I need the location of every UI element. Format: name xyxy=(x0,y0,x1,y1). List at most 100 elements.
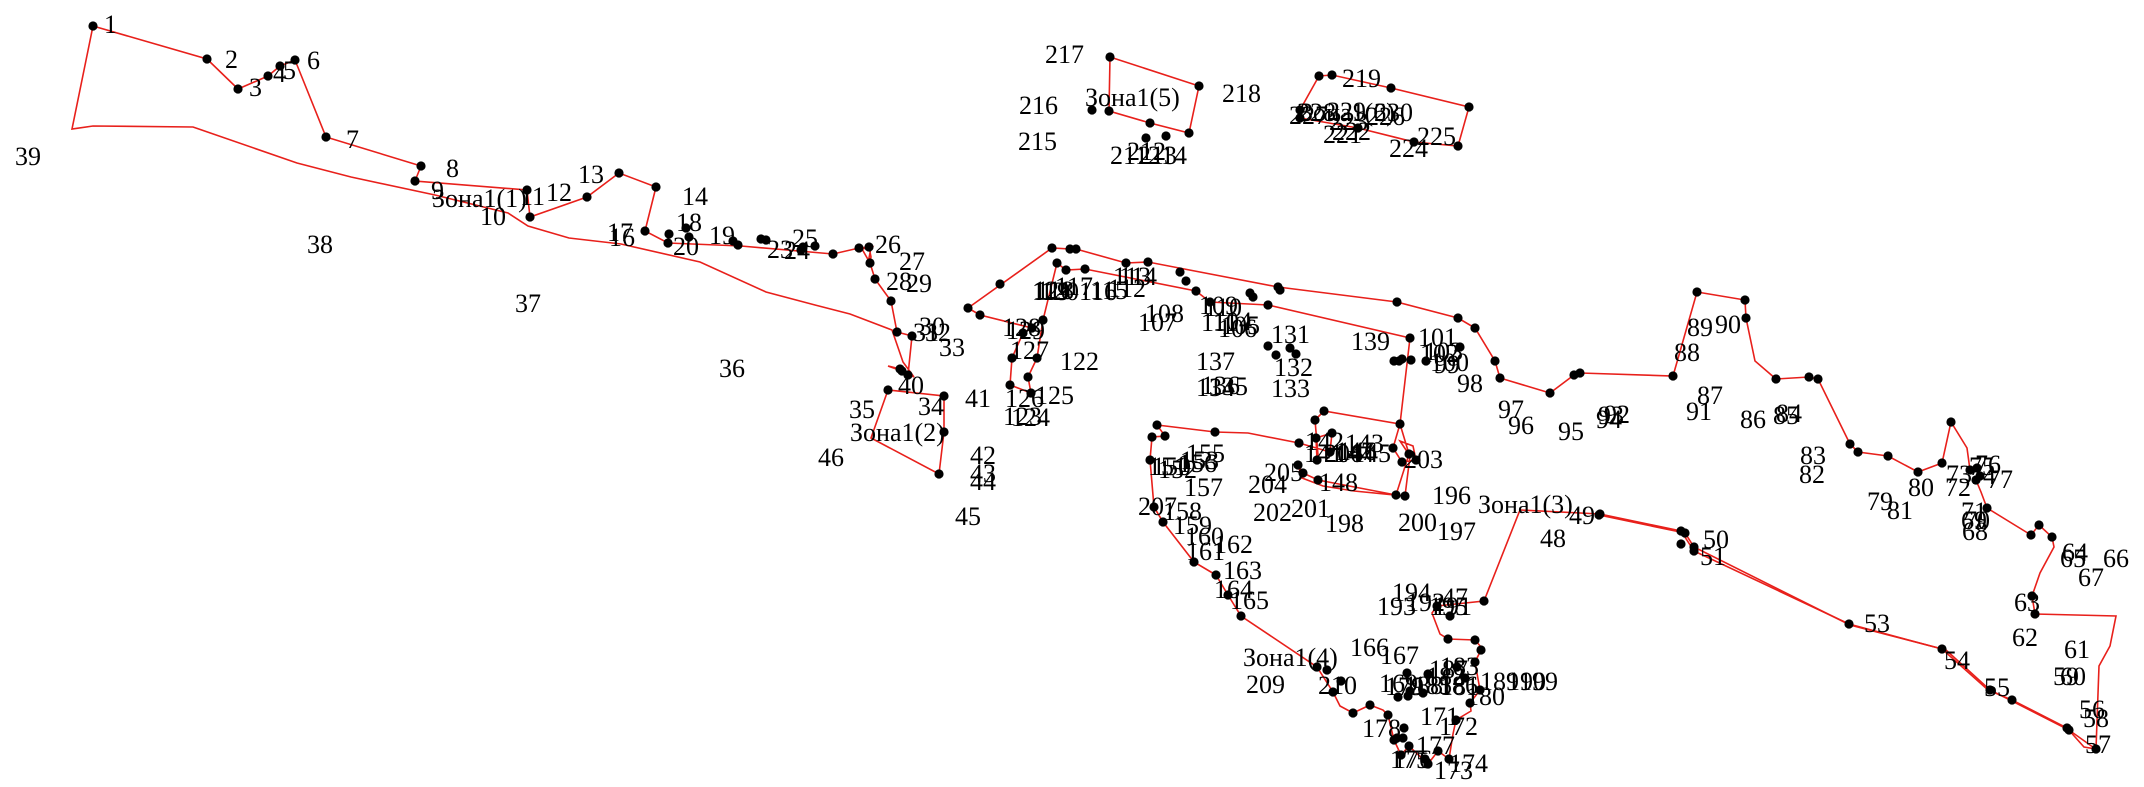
zone-label: Зона1(1) xyxy=(432,184,527,213)
boundary-point xyxy=(1853,447,1863,457)
point-label: 62 xyxy=(2012,623,2038,652)
point-label: 73 xyxy=(1946,460,1972,489)
boundary-point xyxy=(1311,433,1321,443)
point-label: 38 xyxy=(307,230,333,259)
point-label: 81 xyxy=(1887,496,1913,525)
point-label: 180 xyxy=(1466,682,1505,711)
boundary-point xyxy=(664,229,674,239)
boundary-point xyxy=(1052,258,1062,268)
boundary-point xyxy=(1445,611,1455,621)
boundary-point xyxy=(290,55,300,65)
boundary-point xyxy=(1327,70,1337,80)
boundary-point xyxy=(1404,449,1414,459)
point-label: 150 xyxy=(1152,452,1191,481)
boundary-point xyxy=(1263,300,1273,310)
boundary-point xyxy=(1158,517,1168,527)
boundary-point xyxy=(681,223,691,233)
point-label: 110 xyxy=(1204,293,1242,322)
boundary-point xyxy=(1285,343,1295,353)
boundary-point xyxy=(2034,520,2044,530)
point-label: 102 xyxy=(1420,339,1459,368)
boundary-point xyxy=(1149,502,1159,512)
point-label: 181 xyxy=(1440,672,1479,701)
boundary-point xyxy=(1236,611,1246,621)
boundary-point xyxy=(1061,265,1071,275)
boundary-point xyxy=(939,427,949,437)
boundary-point xyxy=(907,331,917,341)
point-label: 8 xyxy=(446,154,459,183)
point-label: 176 xyxy=(1393,745,1432,774)
boundary-point xyxy=(1328,687,1338,697)
boundary-point xyxy=(1388,443,1398,453)
boundary-point xyxy=(2026,530,2036,540)
point-label: 128 xyxy=(1002,313,1041,342)
point-label: 166 xyxy=(1350,633,1389,662)
boundary-point xyxy=(1191,286,1201,296)
point-label: 71 xyxy=(1961,497,1987,526)
boundary-point xyxy=(1740,295,1750,305)
point-label: 134 xyxy=(1196,373,1235,402)
boundary-point xyxy=(1464,102,1474,112)
point-label: 82 xyxy=(1799,460,1825,489)
point-label: 197 xyxy=(1437,517,1476,546)
zone-label: Зона1(6) xyxy=(1300,98,1395,127)
point-label: 12 xyxy=(546,178,572,207)
boundary-point xyxy=(1211,570,1221,580)
boundary-point xyxy=(1404,741,1414,751)
boundary-point xyxy=(522,185,532,195)
boundary-points xyxy=(88,21,2101,769)
point-label: 174 xyxy=(1449,749,1488,778)
boundary-point xyxy=(1365,700,1375,710)
point-label: 135 xyxy=(1209,372,1248,401)
boundary-point xyxy=(1402,668,1412,678)
boundary-point xyxy=(1971,475,1981,485)
point-label: 115 xyxy=(1090,276,1128,305)
boundary-point xyxy=(684,232,694,242)
point-label: 31 xyxy=(913,318,939,347)
boundary-point xyxy=(1105,52,1115,62)
boundary-point xyxy=(1325,447,1335,457)
point-label: 9 xyxy=(431,176,444,205)
boundary-point xyxy=(1295,113,1305,123)
boundary-point xyxy=(1451,715,1461,725)
point-label: 151 xyxy=(1148,452,1187,481)
point-label: 169 xyxy=(1379,669,1418,698)
boundary-point xyxy=(202,54,212,64)
boundary-point xyxy=(582,192,592,202)
point-label: 69 xyxy=(1961,506,1987,535)
point-label: 191 xyxy=(1433,592,1472,621)
point-label: 33 xyxy=(939,333,965,362)
boundary-point xyxy=(1400,491,1410,501)
point-label: 155 xyxy=(1186,439,1225,468)
boundary-point xyxy=(1038,315,1048,325)
point-label: 228 xyxy=(1297,98,1336,127)
boundary-point xyxy=(1465,698,1475,708)
point-label: 142 xyxy=(1305,427,1344,456)
boundary-point xyxy=(1452,662,1462,672)
point-label: 106 xyxy=(1218,314,1257,343)
boundary-point xyxy=(1453,313,1463,323)
point-label: 7 xyxy=(346,125,359,154)
boundary-point xyxy=(1411,455,1421,465)
boundary-point xyxy=(1312,662,1322,672)
point-label: 193 xyxy=(1377,592,1416,621)
point-label: 56 xyxy=(2079,695,2105,724)
point-label: 229 xyxy=(1327,97,1366,126)
point-label: 129 xyxy=(1006,316,1045,345)
point-label: 77 xyxy=(1987,465,2013,494)
boundary-point xyxy=(2047,532,2057,542)
point-label: 114 xyxy=(1119,262,1157,291)
point-label: 75 xyxy=(1969,452,1995,481)
zone-2-boundary xyxy=(870,389,945,476)
boundary-point xyxy=(1409,137,1419,147)
point-label: 167 xyxy=(1380,641,1419,670)
boundary-point xyxy=(1313,475,1323,485)
point-label: 43 xyxy=(970,459,996,488)
point-label: 207 xyxy=(1138,492,1177,521)
boundary-point xyxy=(614,168,624,178)
point-label: 152 xyxy=(1158,455,1197,484)
point-label: 156 xyxy=(1178,449,1217,478)
boundary-lines xyxy=(70,25,2117,766)
boundary-point xyxy=(1937,644,1947,654)
